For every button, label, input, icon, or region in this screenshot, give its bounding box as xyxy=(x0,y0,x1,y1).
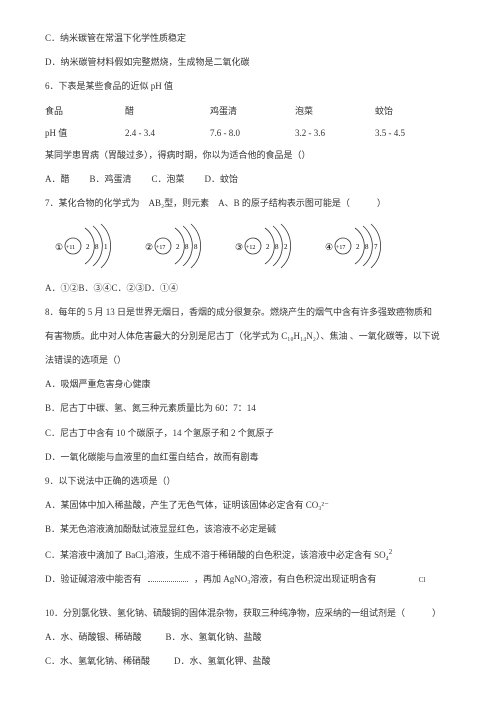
q9-opt-d: D．验证碱溶液中能否有 ，再加 AgNO₃溶液，有白色积淀出现证明含有 Cl xyxy=(45,571,455,587)
q10-opt-b: B．水、氢氧化钠、盐酸 xyxy=(166,629,262,645)
svg-text:8: 8 xyxy=(365,243,369,251)
svg-text:2: 2 xyxy=(266,243,270,251)
td-egg: 7.6 - 8.0 xyxy=(210,125,295,141)
svg-text:8: 8 xyxy=(275,243,279,251)
atom-2-label: ② xyxy=(145,242,153,252)
table-header: 食品 醋 鸡蛋清 泡菜 蚊饴 xyxy=(45,103,455,119)
svg-text:7: 7 xyxy=(374,243,378,251)
atom-diagrams: ① +11 2 8 1 ② +17 2 8 8 ③ +12 xyxy=(45,220,455,272)
table-row: pH 值 2.4 - 3.4 7.6 - 8.0 3.2 - 3.6 3.5 -… xyxy=(45,125,455,141)
q9-d-mid: ，再加 AgNO₃溶液，有白色积淀出现证明含有 xyxy=(194,574,376,584)
q9-c-sup: 2 xyxy=(389,548,393,556)
atom-3: ③ +12 2 8 2 xyxy=(231,220,313,272)
svg-text:2: 2 xyxy=(176,243,180,251)
atom-2-num: +17 xyxy=(156,245,165,251)
atom-1-label: ① xyxy=(55,242,63,252)
atom-4-label: ④ xyxy=(325,242,333,252)
atom-1: ① +11 2 8 1 xyxy=(51,220,133,272)
atom-1-num: +11 xyxy=(66,245,75,251)
q7-title: 7．某化合物的化学式为 AB₂型，则元素 A、B 的原子结构表示图可能是（ ） xyxy=(45,195,455,211)
th-egg: 鸡蛋清 xyxy=(210,103,295,119)
svg-text:2: 2 xyxy=(284,243,288,251)
q6-text: 某同学患胃病（胃酸过多），得病时期，你以为适合他的食品是（） xyxy=(45,147,455,163)
td-vinegar: 2.4 - 3.4 xyxy=(125,125,210,141)
q9-d-end: Cl xyxy=(419,574,426,587)
q9-title: 9．以下说法中正确的选项是（） xyxy=(45,473,455,489)
atom-4: ④ +17 2 8 7 xyxy=(321,220,403,272)
q6-title: 6．下表是某些食品的近似 pH 值 xyxy=(45,78,455,94)
q8-opt-c: C．尼古丁中含有 10 个碳原子，14 个氢原子和 2 个氮原子 xyxy=(45,425,455,441)
td-ph: pH 值 xyxy=(45,125,125,141)
q10-opts-row1: A．水、硝酸银、稀硝酸 B．水、氢氧化钠、盐酸 xyxy=(45,629,455,645)
q8-opt-b: B．尼古丁中碳、氢、氮三种元素质量比为 60：7：14 xyxy=(45,400,455,416)
q6-opt-a: A．醋 xyxy=(45,171,70,187)
q6-opt-c: C．泡菜 xyxy=(152,171,185,187)
q9-opt-c: C．某溶液中滴加了 BaCl₂溶液，生成不溶于稀硝酸的白色积淀，该溶液中必定含有… xyxy=(45,546,455,563)
option-c: C．纳米碳管在常温下化学性质稳定 xyxy=(45,30,455,46)
q8-opt-a: A．吸烟严重危害身心健康 xyxy=(45,376,455,392)
atom-4-num: +17 xyxy=(336,245,345,251)
q9-opt-b: B．某无色溶液滴加酚酞试液显显红色，该溶液不必定是碱 xyxy=(45,521,455,537)
q9-opt-a: A．某固体中加入稀盐酸，产生了无色气体，证明该固体必定含有 CO₃²⁻ xyxy=(45,497,455,513)
q9-c-text: C．某溶液中滴加了 BaCl₂溶液，生成不溶于稀硝酸的白色积淀，该溶液中必定含有… xyxy=(45,550,389,560)
q9-d-pre: D．验证碱溶液中能否有 xyxy=(45,574,142,584)
svg-text:8: 8 xyxy=(95,243,99,251)
th-malt: 蚊饴 xyxy=(375,103,445,119)
q10-opt-d: D．水、氢氧化钾、盐酸 xyxy=(174,653,271,669)
q8-line1: 8．每年的 5 月 13 日是世界无烟日，香烟的成分很复杂。燃烧产生的烟气中含有… xyxy=(45,304,455,320)
q10-opt-c: C．水、氢氧化钠、稀硝酸 xyxy=(45,653,150,669)
th-vinegar: 醋 xyxy=(125,103,210,119)
q10-opt-a: A．水、硝酸银、稀硝酸 xyxy=(45,629,142,645)
q6-options: A．醋 B．鸡蛋清 C．泡菜 D．蚊饴 xyxy=(45,171,455,187)
atom-2: ② +17 2 8 8 xyxy=(141,220,223,272)
svg-text:8: 8 xyxy=(185,243,189,251)
q8-opt-d: D．一氧化碳能与血液里的血红蛋白结合，故而有剧毒 xyxy=(45,449,455,465)
th-pickle: 泡菜 xyxy=(295,103,375,119)
svg-text:8: 8 xyxy=(194,243,198,251)
q8-line2: 有害物质。此中对人体危害最大的分別是尼古丁（化学式为 C₁₀H₁₄N₂）、焦油 … xyxy=(45,328,455,344)
td-pickle: 3.2 - 3.6 xyxy=(295,125,375,141)
td-malt: 3.5 - 4.5 xyxy=(375,125,445,141)
svg-text:2: 2 xyxy=(356,243,360,251)
svg-text:1: 1 xyxy=(104,243,108,251)
q6-opt-d: D．蚊饴 xyxy=(205,171,239,187)
q7-ans: A．①②B．③④C．②③D．①④ xyxy=(45,280,455,296)
blank-underline xyxy=(148,581,188,582)
q8-line3: 法错误的选项是（） xyxy=(45,352,455,368)
th-food: 食品 xyxy=(45,103,125,119)
atom-3-label: ③ xyxy=(235,242,243,252)
q6-opt-b: B．鸡蛋清 xyxy=(90,171,132,187)
q10-title: 10．分別氯化铁、氢化钠、硫酸铜的固体混杂物，获取三种纯净物，应采纳的一组试剂是… xyxy=(45,605,455,621)
option-d: D．纳米碳管材料假如完整燃烧，生成物是二氧化碳 xyxy=(45,54,455,70)
q10-opts-row2: C．水、氢氧化钠、稀硝酸 D．水、氢氧化钾、盐酸 xyxy=(45,653,455,669)
svg-text:2: 2 xyxy=(86,243,90,251)
atom-3-num: +12 xyxy=(246,245,255,251)
